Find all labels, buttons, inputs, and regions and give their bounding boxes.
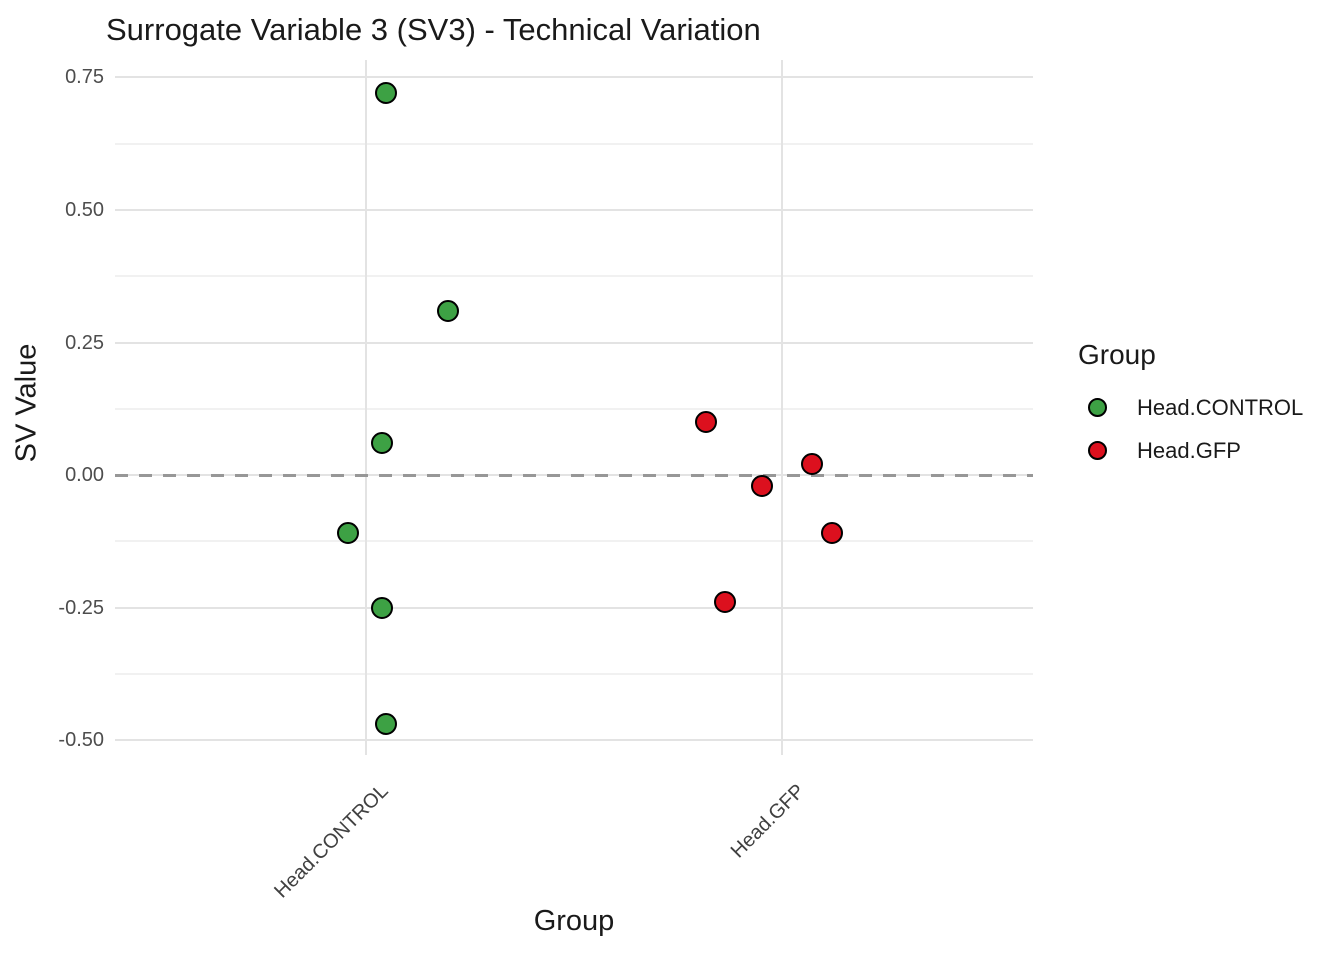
data-point-head-control <box>436 299 459 322</box>
legend-item-label: Head.CONTROL <box>1137 394 1304 420</box>
legend-item-label: Head.GFP <box>1137 437 1241 463</box>
x-axis-title: Group <box>533 905 615 937</box>
y-tick-label: 0.75 <box>65 66 104 89</box>
gridline-major <box>115 606 1033 609</box>
gridline-vertical <box>364 60 367 755</box>
legend-item-head-control: Head.CONTROL <box>1078 386 1303 429</box>
legend: Group Head.CONTROL Head.GFP <box>1078 338 1303 472</box>
data-point-head-gfp <box>821 522 843 545</box>
x-tick-label: Head.CONTROL <box>270 780 393 903</box>
data-point-head-control <box>370 596 393 619</box>
data-point-head-control <box>337 522 360 545</box>
data-point-head-gfp <box>801 453 824 476</box>
gridline-minor <box>115 275 1033 278</box>
data-point-head-gfp <box>694 411 717 434</box>
data-point-head-gfp <box>751 474 774 497</box>
chart-title: Surrogate Variable 3 (SV3) - Technical V… <box>106 12 761 47</box>
legend-item-head-gfp: Head.GFP <box>1078 429 1303 472</box>
x-tick-label: Head.GFP <box>726 780 809 863</box>
gridline-minor <box>115 540 1033 543</box>
data-point-head-gfp <box>714 591 737 614</box>
data-point-head-control <box>370 432 393 455</box>
y-tick-label: -0.25 <box>58 596 104 619</box>
y-tick-label: 0.50 <box>65 199 104 222</box>
legend-swatch-green-circle-icon <box>1088 398 1107 417</box>
zero-reference-line <box>115 473 1033 477</box>
y-axis-title: SV Value <box>10 343 43 463</box>
data-point-head-control <box>374 82 397 105</box>
gridline-minor <box>115 407 1033 410</box>
plot-panel <box>115 60 1033 755</box>
gridline-major <box>115 739 1033 742</box>
gridline-major <box>115 341 1033 344</box>
gridline-vertical <box>781 60 784 755</box>
legend-title: Group <box>1078 339 1156 370</box>
data-point-head-control <box>374 713 397 736</box>
gridline-minor <box>115 142 1033 145</box>
y-tick-label: -0.50 <box>58 729 104 752</box>
gridline-major <box>115 209 1033 212</box>
y-tick-label: 0.25 <box>65 331 104 354</box>
y-tick-label: 0.00 <box>65 464 104 487</box>
legend-swatch-red-circle-icon <box>1088 441 1107 460</box>
legend-items: Head.CONTROL Head.GFP <box>1078 372 1303 472</box>
gridline-major <box>115 76 1033 79</box>
gridline-minor <box>115 672 1033 675</box>
